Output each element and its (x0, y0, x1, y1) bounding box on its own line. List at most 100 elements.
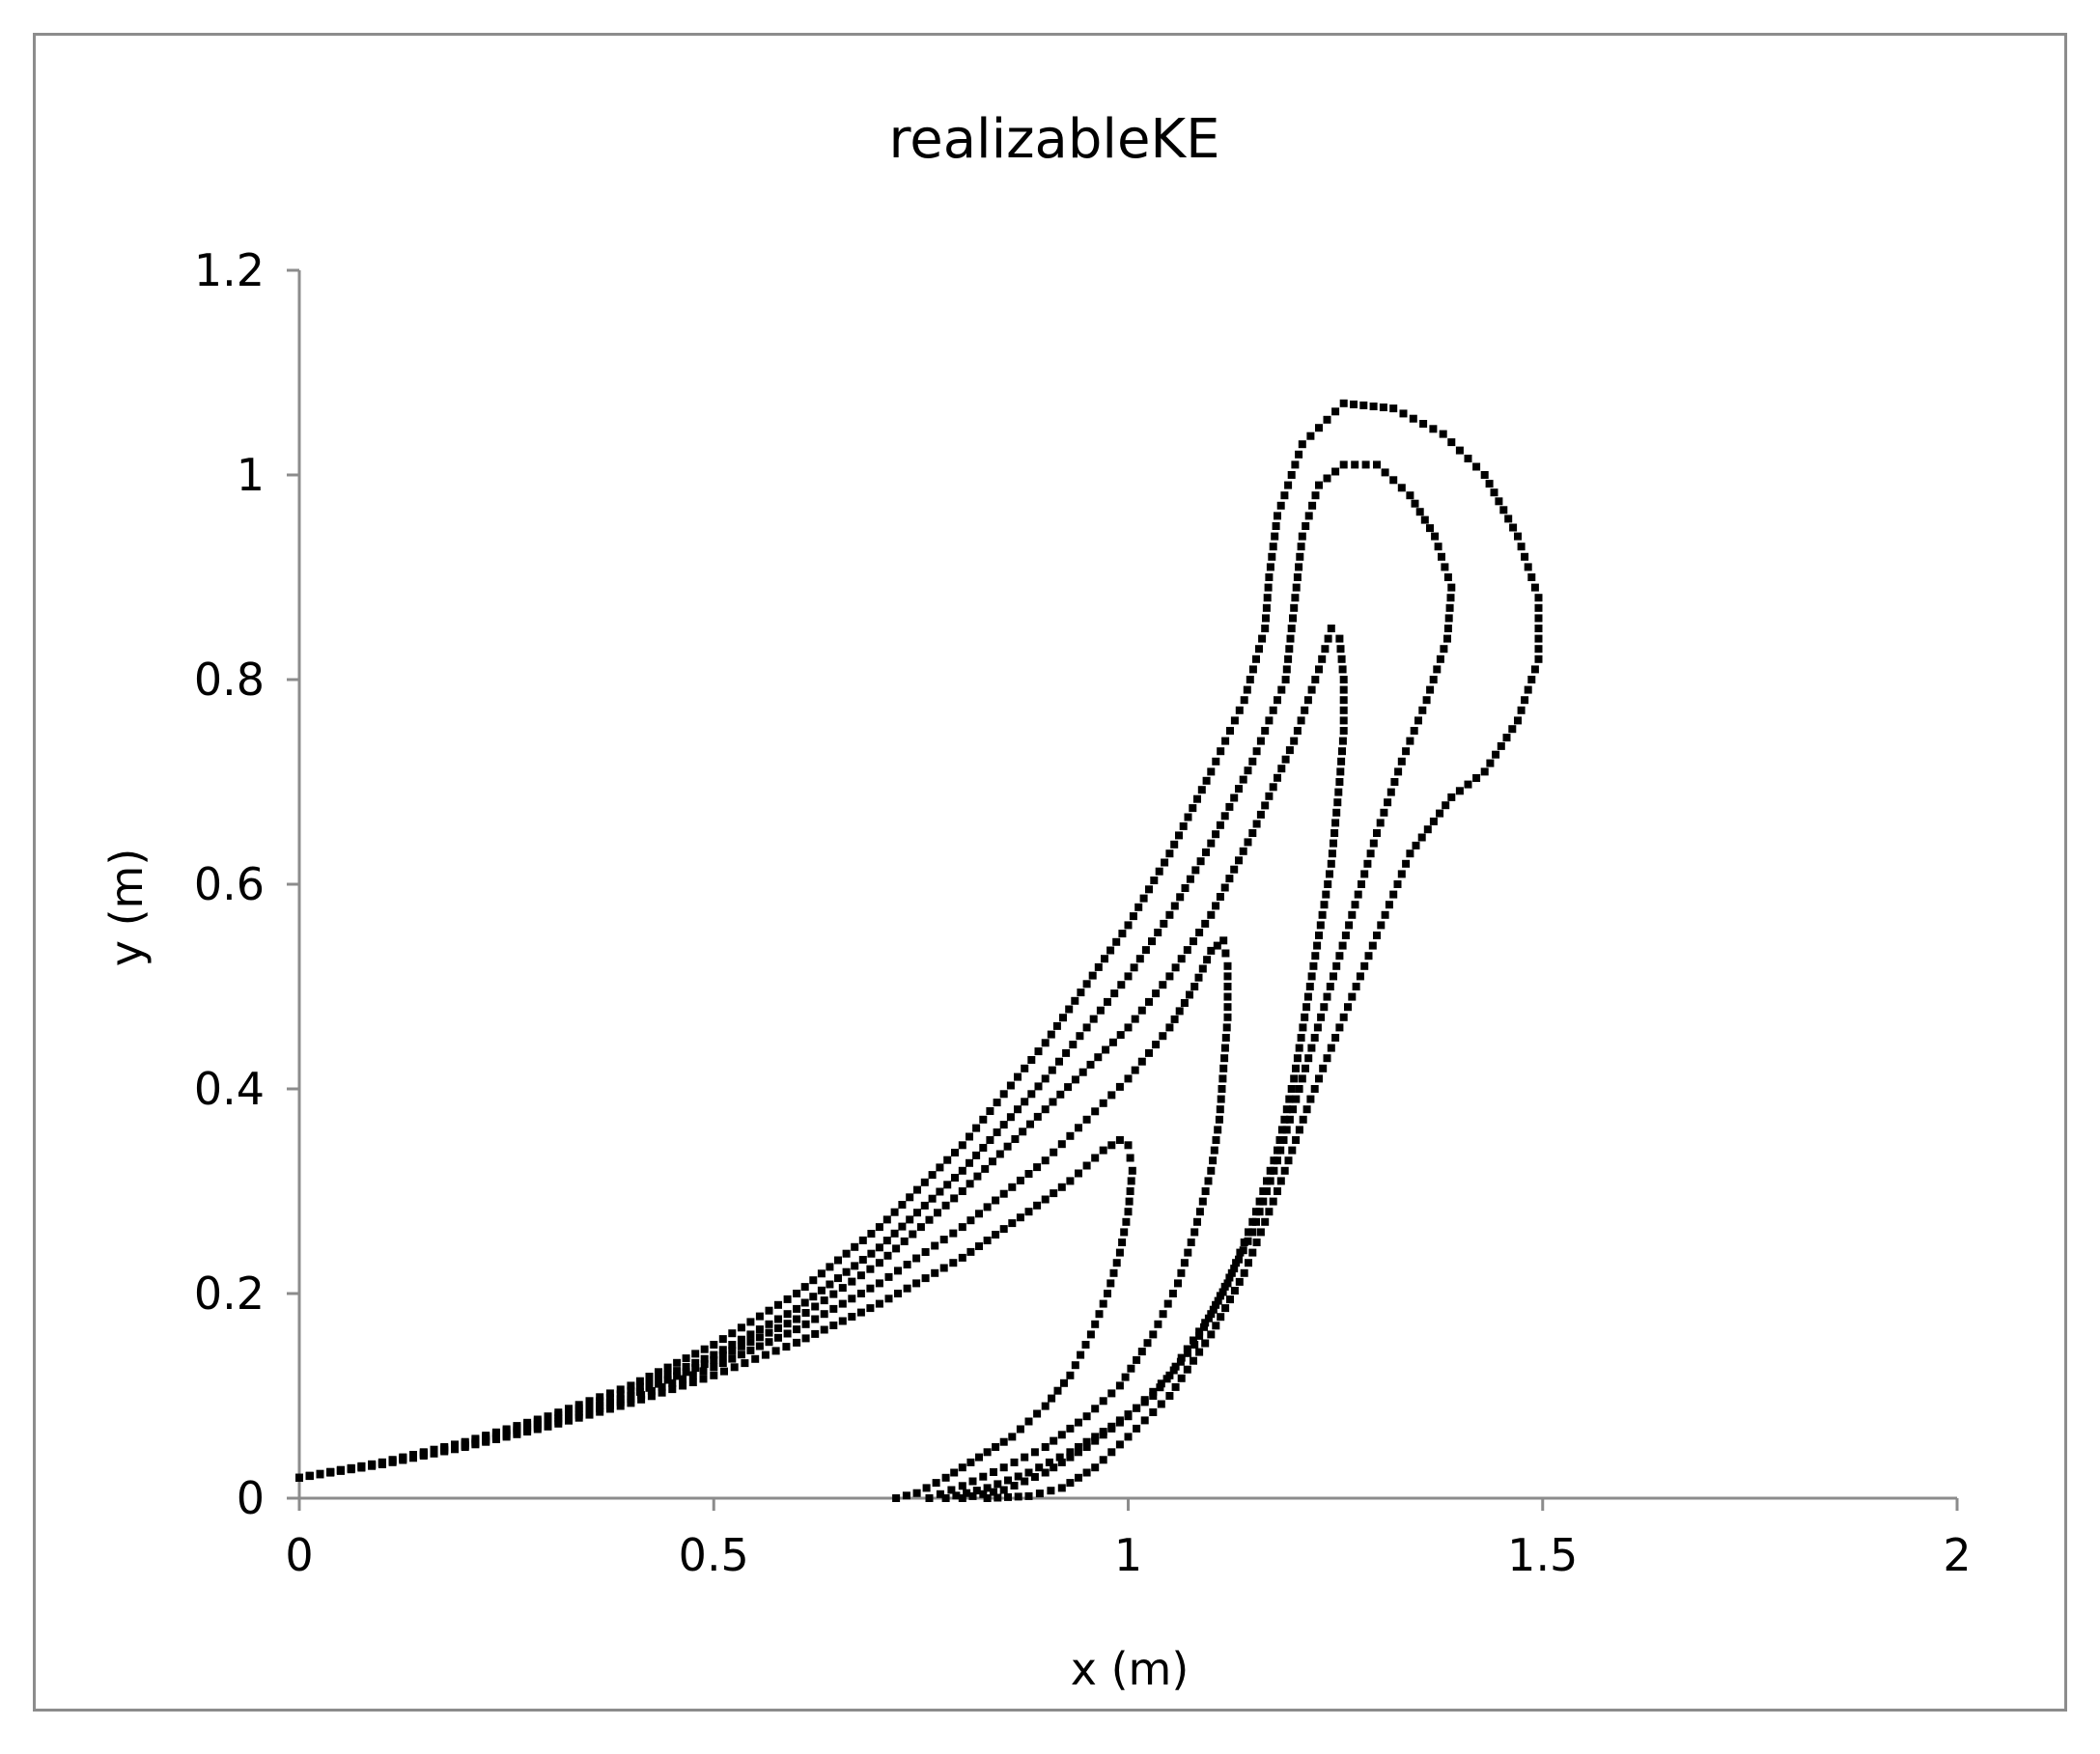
data-point (1082, 1412, 1091, 1421)
data-point (989, 1157, 996, 1166)
data-point (1107, 1448, 1116, 1457)
data-point (1330, 829, 1339, 837)
data-point (875, 1299, 883, 1308)
data-point (737, 1323, 745, 1332)
data-point (1318, 910, 1327, 919)
data-point (1239, 847, 1247, 855)
data-point (1014, 1105, 1022, 1114)
data-point (1137, 1057, 1146, 1066)
data-point (1285, 746, 1294, 755)
data-point (1277, 765, 1286, 773)
data-point (482, 1437, 490, 1446)
data-point (934, 1209, 941, 1217)
data-point (1075, 1473, 1082, 1482)
data-point (1331, 467, 1340, 476)
data-point (1171, 963, 1180, 972)
data-point (1052, 1021, 1061, 1030)
data-point (936, 1187, 944, 1196)
data-point (1298, 532, 1306, 541)
data-point (751, 1354, 760, 1363)
data-point (1159, 981, 1167, 989)
data-point (1302, 522, 1310, 530)
data-point (1202, 848, 1210, 856)
data-point (981, 1164, 990, 1173)
data-point (1159, 1032, 1167, 1041)
y-axis-title: y (m) (100, 849, 153, 967)
data-point (936, 1163, 944, 1172)
data-point (931, 1268, 939, 1277)
data-point (928, 1171, 937, 1180)
data-point (1236, 1248, 1245, 1257)
data-point (1184, 1349, 1191, 1357)
data-point (1118, 1239, 1127, 1246)
x-tick-label: 1.5 (1507, 1529, 1578, 1581)
data-point (1280, 1115, 1289, 1124)
data-point (1170, 840, 1179, 849)
data-point (1198, 964, 1207, 973)
data-point (1339, 676, 1348, 683)
data-point (682, 1368, 690, 1377)
data-point (700, 1354, 709, 1363)
data-point (1091, 1154, 1100, 1162)
data-point (1221, 1304, 1230, 1313)
data-point (1076, 1032, 1084, 1041)
data-point (1504, 515, 1513, 523)
data-point (1082, 1023, 1091, 1032)
data-point (544, 1422, 552, 1431)
data-point (1288, 1146, 1297, 1155)
data-point (1256, 810, 1265, 819)
data-point (1443, 625, 1452, 632)
data-point (1149, 1387, 1158, 1396)
data-point (1121, 1373, 1130, 1381)
data-point (1281, 755, 1290, 764)
data-point (1190, 1336, 1197, 1345)
contour-series-5 (295, 1136, 1136, 1502)
data-point (1399, 409, 1408, 418)
data-point (1439, 430, 1447, 438)
data-point (1240, 696, 1248, 705)
data-point (658, 1388, 666, 1397)
data-point (1303, 992, 1312, 1001)
data-point (1287, 625, 1296, 632)
data-point (737, 1335, 745, 1344)
data-point (637, 1391, 646, 1400)
data-point (1315, 481, 1323, 489)
data-point (1447, 583, 1456, 592)
data-point (947, 1486, 956, 1494)
data-point (817, 1269, 826, 1278)
data-point (958, 1166, 966, 1175)
data-point (858, 1236, 867, 1244)
data-point (1200, 1322, 1208, 1331)
data-point (1443, 634, 1451, 643)
data-point (1497, 741, 1505, 750)
data-point (1351, 901, 1359, 909)
data-point (1161, 858, 1169, 867)
data-point (936, 1490, 944, 1498)
data-point (1057, 1183, 1066, 1191)
data-point (1442, 801, 1450, 810)
data-point (585, 1401, 594, 1408)
data-point (912, 1489, 921, 1497)
data-point (856, 1271, 865, 1280)
data-point (1351, 460, 1359, 469)
data-point (1027, 1056, 1036, 1064)
data-point (1014, 1072, 1022, 1081)
data-point (1292, 1064, 1300, 1072)
data-point (1223, 1003, 1232, 1012)
data-point (1065, 1005, 1074, 1014)
data-point (1284, 481, 1293, 489)
data-point (1331, 407, 1340, 416)
data-point (1091, 1463, 1100, 1472)
data-point (357, 1463, 366, 1472)
data-point (765, 1338, 773, 1347)
data-point (1292, 583, 1301, 592)
data-point (574, 1413, 583, 1422)
data-point (451, 1445, 459, 1454)
data-point (1124, 1141, 1133, 1150)
data-point (793, 1325, 801, 1334)
data-point (1115, 1381, 1124, 1390)
data-point (1319, 1064, 1328, 1072)
data-point (1101, 955, 1108, 963)
data-point (1220, 1054, 1229, 1063)
data-point (682, 1354, 690, 1363)
